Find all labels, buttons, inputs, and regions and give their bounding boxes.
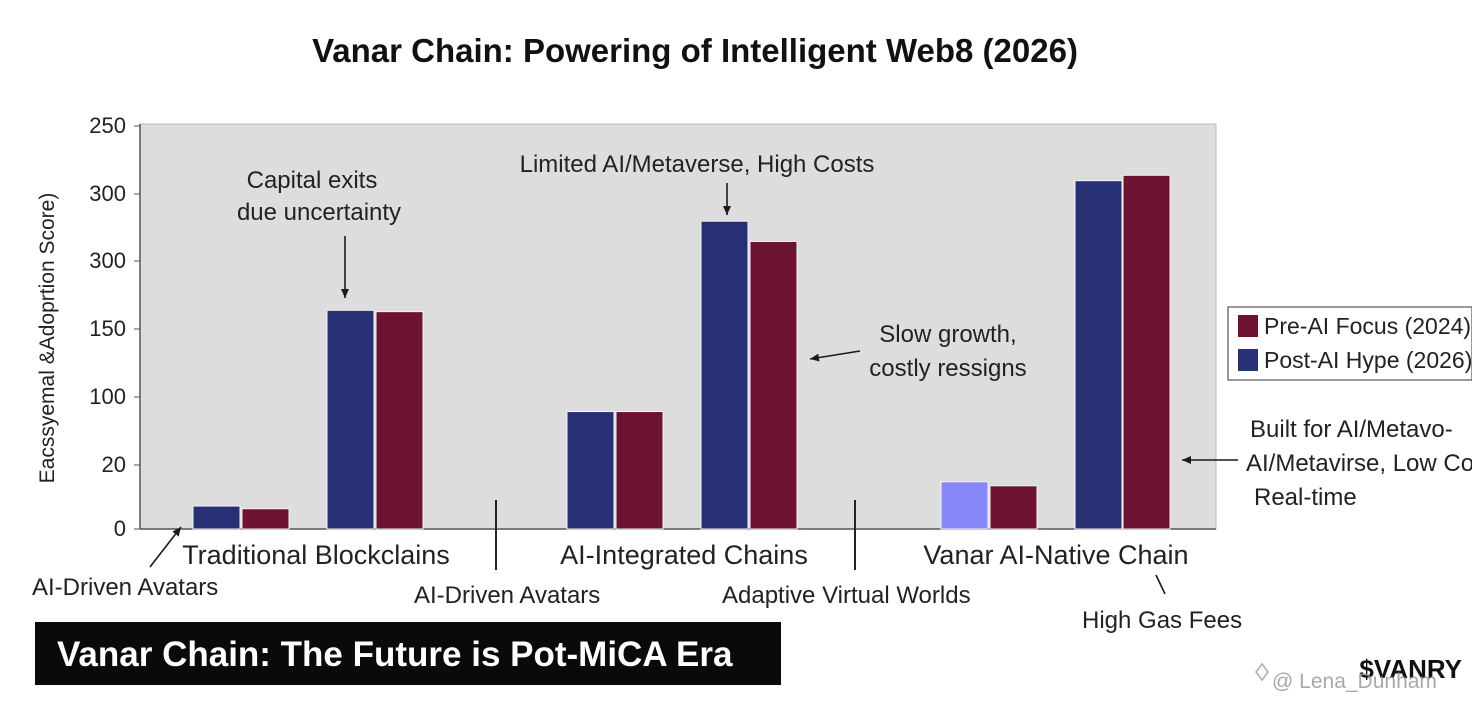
legend-box bbox=[1227, 306, 1472, 381]
x-category-label: Vanar AI-Native Chain bbox=[923, 540, 1188, 570]
annotation-slow-growth-line1: Slow growth, bbox=[879, 321, 1016, 348]
bar-vanar-small-pre-ai bbox=[989, 485, 1038, 530]
x-category-label: AI-Integrated Chains bbox=[560, 540, 808, 570]
annotation-capital-exits-line1: Capital exits bbox=[247, 167, 378, 194]
annotation-adaptive-worlds: Adaptive Virtual Worlds bbox=[722, 582, 971, 609]
y-tick-label: 300 bbox=[89, 248, 126, 273]
bar-ai-integrated-tall-post-ai bbox=[700, 220, 749, 530]
annotation-built-for-line2: AI/Metavirse, Low Cos bbox=[1246, 450, 1472, 477]
bar-ai-integrated-tall-pre-ai bbox=[749, 240, 798, 530]
y-axis-title: Eacssyemal &Adoprtion Score) bbox=[36, 193, 59, 484]
plot-area bbox=[139, 123, 1217, 530]
footer-banner-text: Vanar Chain: The Future is Pot-MiCA Era bbox=[57, 635, 733, 674]
legend-label-post-ai: Post-AI Hype (2026) bbox=[1264, 347, 1472, 373]
legend-swatch-post-ai bbox=[1238, 349, 1258, 371]
y-tick-label: 250 bbox=[89, 113, 126, 138]
bar-vanar-tall-pre-ai bbox=[1122, 174, 1171, 530]
legend-label-pre-ai: Pre-AI Focus (2024) bbox=[1264, 313, 1471, 339]
y-tick-label: 0 bbox=[114, 516, 126, 541]
annotation-arrow bbox=[149, 526, 182, 568]
annotation-limited: Limited AI/Metaverse, High Costs bbox=[520, 151, 875, 178]
y-tick-label: 100 bbox=[89, 384, 126, 409]
annotation-ai-avatars-left: AI-Driven Avatars bbox=[32, 574, 218, 601]
bar-vanar-small-post-ai bbox=[940, 481, 989, 530]
bar-traditional-small-post-ai bbox=[192, 505, 241, 530]
bar-traditional-small-pre-ai bbox=[241, 508, 290, 530]
x-category-label: Traditional Blockclains bbox=[182, 540, 450, 570]
annotation-leader bbox=[1155, 574, 1166, 595]
watermark-text: @ Lena_Dunham bbox=[1272, 670, 1437, 693]
bar-ai-integrated-small-pre-ai bbox=[615, 411, 664, 530]
y-tick-label: 300 bbox=[89, 181, 126, 206]
y-tick-label: 20 bbox=[102, 452, 126, 477]
y-tick-label: 150 bbox=[89, 316, 126, 341]
bar-traditional-tall-post-ai bbox=[326, 309, 375, 530]
annotation-built-for-line1: Built for AI/Metavo- bbox=[1250, 416, 1453, 443]
bar-vanar-tall-post-ai bbox=[1074, 180, 1123, 530]
legend-swatch-pre-ai bbox=[1238, 315, 1258, 337]
ticker-symbol: $VANRY bbox=[1359, 654, 1462, 684]
footer-banner bbox=[35, 622, 781, 685]
annotation-built-for-line3: Real-time bbox=[1254, 484, 1357, 511]
annotation-slow-growth-line2: costly ressigns bbox=[869, 355, 1026, 382]
annotation-arrow bbox=[809, 350, 861, 362]
chart-title: Vanar Chain: Powering of Intelligent Web… bbox=[312, 32, 1078, 69]
annotation-high-gas: High Gas Fees bbox=[1082, 607, 1242, 634]
annotation-ai-avatars-mid: AI-Driven Avatars bbox=[414, 582, 600, 609]
watermark-logo-icon bbox=[1255, 662, 1269, 682]
bar-traditional-tall-pre-ai bbox=[375, 311, 424, 530]
annotation-capital-exits-line2: due uncertainty bbox=[237, 199, 401, 226]
bar-ai-integrated-small-post-ai bbox=[566, 411, 615, 530]
